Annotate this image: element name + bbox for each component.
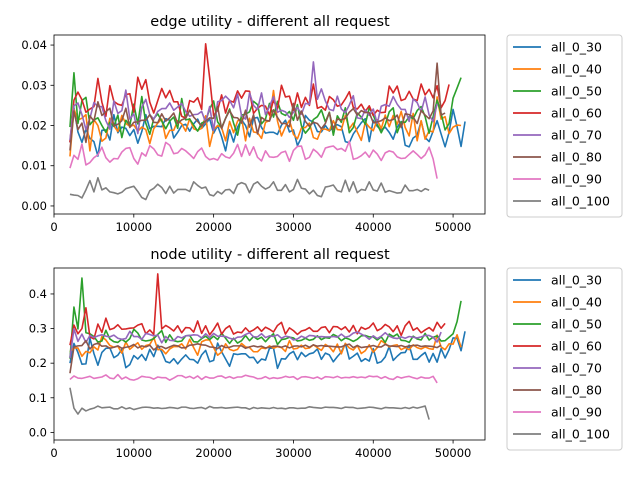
node-utility-title: node utility - different all request — [150, 247, 390, 263]
edge-utility-legend-item: all_0_60 — [513, 106, 602, 121]
node-utility-x-tick-label: 20000 — [195, 446, 232, 460]
node-utility-legend-item: all_0_90 — [513, 405, 602, 420]
node-utility-legend-item: all_0_50 — [513, 317, 602, 332]
edge-utility-x-tick-label: 30000 — [275, 220, 312, 234]
node-utility-legend-label: all_0_100 — [551, 427, 610, 442]
node-utility-series-all-0-100 — [69, 387, 430, 420]
edge-utility-y-tick-label: 0.03 — [21, 78, 47, 92]
node-utility-series-all-0-80 — [69, 339, 442, 374]
node-utility-plot-frame — [53, 267, 486, 441]
node-utility-legend: all_0_30 all_0_40 all_0_50 all_0_60 all_0_70… — [506, 267, 623, 451]
edge-utility-legend-item: all_0_40 — [513, 62, 602, 77]
node-utility-legend-box — [506, 267, 623, 451]
edge-utility-legend-item: all_0_100 — [513, 194, 610, 209]
node-utility-x-tick-label: 30000 — [275, 446, 312, 460]
node-utility-x-tick-label: 0 — [50, 446, 57, 460]
node-utility-series-all-0-30 — [69, 331, 466, 370]
edge-utility-series-all-0-100 — [69, 177, 430, 201]
node-utility-x-tick-label: 50000 — [435, 446, 472, 460]
edge-utility-y-tick-label: 0.02 — [21, 119, 47, 133]
node-utility-legend-item: all_0_40 — [513, 295, 602, 310]
node-utility-series-group — [69, 273, 466, 420]
edge-utility-legend-item: all_0_80 — [513, 150, 602, 165]
edge-utility-plot-frame — [53, 34, 486, 215]
edge-utility-x-tick-label: 40000 — [355, 220, 392, 234]
edge-utility-series-all-0-50 — [69, 72, 462, 139]
node-utility-legend-item: all_0_100 — [513, 427, 610, 442]
node-utility-legend-item: all_0_30 — [513, 273, 602, 288]
node-utility-series-all-0-50 — [69, 277, 462, 359]
node-utility-legend-item: all_0_80 — [513, 383, 602, 398]
edge-utility-series-all-0-80 — [69, 62, 446, 151]
edge-utility-legend-label: all_0_30 — [551, 40, 602, 55]
node-utility-series-all-0-70 — [69, 328, 442, 359]
node-utility-legend-item: all_0_60 — [513, 339, 602, 354]
node-utility-legend-label: all_0_30 — [551, 273, 602, 288]
edge-utility-series-all-0-70 — [69, 61, 438, 141]
edge-utility-x-tick-label: 20000 — [195, 220, 232, 234]
edge-utility-panel: edge utility - different all request 0 10… — [21, 14, 623, 234]
node-utility-x-tick-label: 10000 — [116, 446, 153, 460]
node-utility-y-tick-label: 0.2 — [29, 356, 47, 370]
node-utility-series-all-0-60 — [69, 273, 446, 346]
edge-utility-series-all-0-60 — [69, 43, 450, 143]
node-utility-legend-label: all_0_60 — [551, 339, 602, 354]
edge-utility-series-all-0-90 — [69, 140, 438, 179]
node-utility-legend-label: all_0_40 — [551, 295, 602, 310]
edge-utility-legend-box — [506, 34, 623, 218]
node-utility-legend-label: all_0_70 — [551, 361, 602, 376]
edge-utility-title: edge utility - different all request — [150, 14, 390, 30]
edge-utility-series-all-0-30 — [69, 107, 466, 157]
edge-utility-series-group — [69, 43, 466, 201]
node-utility-legend-label: all_0_90 — [551, 405, 602, 420]
edge-utility-legend: all_0_30 all_0_40 all_0_50 all_0_60 all_0_70… — [506, 34, 623, 218]
edge-utility-legend-label: all_0_70 — [551, 128, 602, 143]
edge-utility-legend-item: all_0_90 — [513, 172, 602, 187]
edge-utility-y-tick-label: 0.04 — [21, 38, 47, 52]
edge-utility-legend-item: all_0_50 — [513, 84, 602, 99]
node-utility-legend-label: all_0_80 — [551, 383, 602, 398]
node-utility-y-tick-label: 0.1 — [29, 391, 47, 405]
node-utility-x-tick-label: 40000 — [355, 446, 392, 460]
edge-utility-legend-label: all_0_80 — [551, 150, 602, 165]
edge-utility-y-tick-label: 0.00 — [21, 199, 47, 213]
node-utility-panel: node utility - different all request 0 10… — [29, 247, 623, 460]
edge-utility-legend-item: all_0_70 — [513, 128, 602, 143]
edge-utility-legend-label: all_0_90 — [551, 172, 602, 187]
node-utility-series-all-0-90 — [69, 373, 438, 384]
edge-utility-x-tick-label: 0 — [50, 220, 57, 234]
edge-utility-legend-label: all_0_50 — [551, 84, 602, 99]
node-utility-y-tick-label: 0.3 — [29, 322, 47, 336]
node-utility-y-tick-label: 0.0 — [29, 425, 47, 439]
edge-utility-x-tick-label: 50000 — [435, 220, 472, 234]
node-utility-legend-label: all_0_50 — [551, 317, 602, 332]
edge-utility-x-tick-label: 10000 — [116, 220, 153, 234]
edge-utility-legend-label: all_0_60 — [551, 106, 602, 121]
edge-utility-legend-label: all_0_40 — [551, 62, 602, 77]
node-utility-y-tick-label: 0.4 — [29, 287, 47, 301]
edge-utility-legend-item: all_0_30 — [513, 40, 602, 55]
node-utility-legend-item: all_0_70 — [513, 361, 602, 376]
edge-utility-y-tick-label: 0.01 — [21, 159, 47, 173]
edge-utility-legend-label: all_0_100 — [551, 194, 610, 209]
